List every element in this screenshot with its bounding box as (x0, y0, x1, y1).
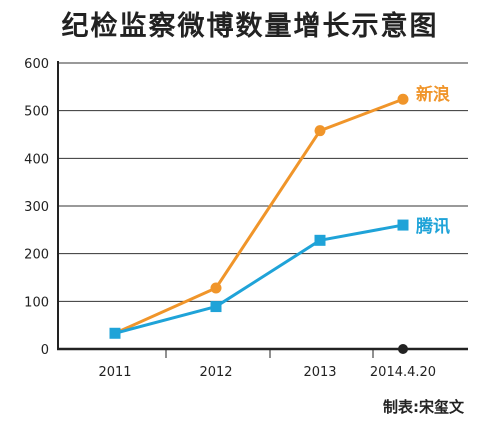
data-point (210, 282, 222, 294)
data-point (109, 327, 121, 339)
x-tick-label: 2012 (199, 365, 232, 380)
data-point (314, 125, 326, 137)
x-tick-label: 2014.4.20 (370, 365, 436, 380)
x-tick-label: 2011 (98, 365, 131, 380)
y-tick-label: 0 (41, 343, 49, 358)
y-tick-label: 600 (24, 57, 49, 72)
x-tick-label: 2013 (303, 365, 336, 380)
series-lines (109, 93, 409, 339)
y-tick-label: 200 (24, 248, 49, 263)
data-point (314, 234, 326, 246)
x-axis-end-dot (398, 344, 408, 354)
y-tick-label: 100 (24, 295, 49, 310)
series-line-1 (114, 223, 404, 335)
series-line-0 (114, 97, 404, 335)
labels: 0 100 200 300 400 500 600 2011 2012 2013 2014.4.20… (24, 57, 450, 380)
series-label: 腾讯 (416, 216, 450, 237)
chart-title: 纪检监察微博数量增长示意图 (61, 11, 439, 42)
axes (57, 61, 468, 358)
series-label: 新浪 (416, 84, 450, 105)
y-tick-label: 300 (24, 200, 49, 215)
data-point (397, 219, 409, 231)
data-point (210, 301, 222, 313)
data-point (397, 93, 409, 105)
chart-credit: 制表:宋玺文 (383, 398, 464, 416)
y-tick-label: 500 (24, 105, 49, 120)
y-tick-label: 400 (24, 152, 49, 167)
grid-lines (58, 62, 468, 302)
